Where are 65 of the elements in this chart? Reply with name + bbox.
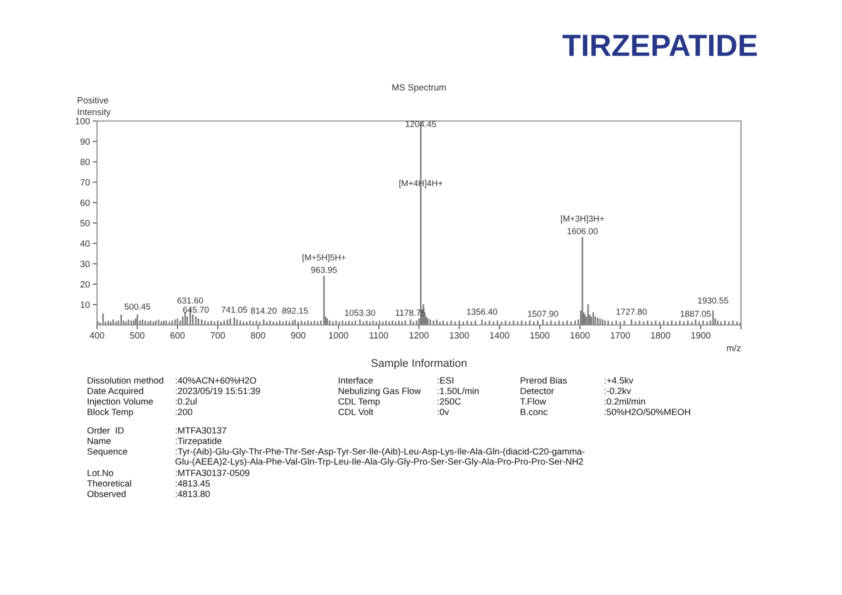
y-axis-title: Positive Intensity	[78, 96, 111, 117]
x-tick-label: 1000	[329, 332, 348, 339]
annotation: 963.95	[311, 266, 337, 273]
annotation: 814.20	[250, 308, 277, 314]
y-tick-label: 90	[80, 138, 90, 145]
y-tick-label: 40	[80, 240, 90, 247]
y-tick-label: 60	[80, 200, 90, 206]
x-tick-label: 1100	[370, 332, 388, 339]
x-tick-label: 1200	[410, 332, 429, 339]
annotation: 1727.80	[616, 308, 647, 315]
annotation: 741.05	[222, 306, 248, 313]
x-tick-label: 600	[170, 332, 185, 339]
x-axis-title: m/z	[727, 344, 741, 352]
text: Nebulizing Gas Flow :1.50L/min	[338, 388, 479, 396]
text: T.Flow :0.2ml/min	[520, 398, 646, 405]
x-tick-label: 1700	[610, 332, 630, 339]
chart-subtitle: MS Spectrum	[392, 84, 446, 92]
chart-title: TIRZEPATIDE	[562, 34, 757, 56]
text: Dissolution method :40%ACN+60%H2O	[88, 377, 256, 384]
x-tick-label: 1500	[530, 332, 550, 339]
x-tick-label: 400	[90, 332, 104, 339]
annotation: 1930.55	[698, 297, 728, 304]
text: B.conc :50%H2O/50%MEOH	[520, 408, 690, 416]
y-tick-label: 80	[80, 158, 90, 166]
text: Date Acquired :2023/05/19 15:51:39	[88, 388, 260, 396]
text: Name :Tirzepatide	[88, 438, 222, 446]
x-tick-label: 1400	[490, 332, 510, 339]
text: Injection Volume :0.2ul	[88, 398, 196, 406]
x-tick-label: 1800	[651, 332, 670, 339]
y-tick-label: 50	[80, 220, 90, 226]
text: Sequence :Tyr-(Aib)-Glu-Gly-Thr-Phe-Thr-Ser-Asp-Tyr-Ser-Ile-(Aib)-Leu-Asp-Lys-Ile-Ala-Gln-(diacid-C20-gamma- Glu-(AEEA)2-Lys)-Ala-Phe-Val-Gln-Trp-Leu-Ile-Ala-Gly-Gly-Pro-Ser-Ser-Gly-Ala-Pro-Pro-Pro-Ser-NH2	[87, 448, 585, 466]
annotation: 1053.30	[345, 310, 376, 316]
x-tick-label: 1300	[450, 332, 469, 339]
y-tick-label: 20	[80, 281, 90, 288]
annotation: 500.45	[124, 304, 150, 310]
annotation: 631.60	[177, 297, 204, 304]
y-tick-label: 10	[80, 302, 90, 308]
annotation: 1507.90	[528, 310, 558, 317]
text: Order ID :MTFA30137	[87, 427, 226, 434]
annotation: 1356.40	[467, 308, 498, 315]
text: Lot.No :MTFA30137-0509	[88, 470, 250, 476]
annotation: 1887.05	[680, 310, 711, 317]
text: CDL Volt :0v	[338, 408, 450, 416]
annotation: [M+5H]5H+	[302, 254, 346, 262]
x-tick-label: 1600	[570, 332, 590, 339]
x-tick-label: 1900	[691, 332, 710, 339]
text: Block Temp :200	[88, 408, 192, 417]
text: Observed :4813.80	[87, 490, 210, 498]
annotation: 892.15	[282, 308, 308, 314]
text: Sample Information	[371, 358, 466, 370]
text: Interface :ESI	[338, 377, 454, 384]
text: Theoretical :4813.45	[87, 480, 210, 487]
annotation: [M+3H]3H+	[561, 215, 604, 224]
text: Prerod Bias :+4.5kv	[520, 377, 634, 384]
annotation: 645.70	[183, 306, 209, 313]
x-tick-label: 900	[291, 332, 306, 339]
x-tick-label: 700	[210, 332, 225, 339]
y-tick-label: 100	[76, 118, 90, 124]
text: Detector :-0.2kv	[520, 388, 632, 394]
text: CDL Temp :250C	[338, 398, 461, 406]
y-tick-label: 30	[80, 260, 90, 268]
x-tick-label: 800	[250, 332, 266, 339]
annotation: 1606.00	[568, 228, 598, 234]
x-tick-label: 500	[130, 332, 144, 339]
y-tick-label: 70	[80, 179, 90, 186]
